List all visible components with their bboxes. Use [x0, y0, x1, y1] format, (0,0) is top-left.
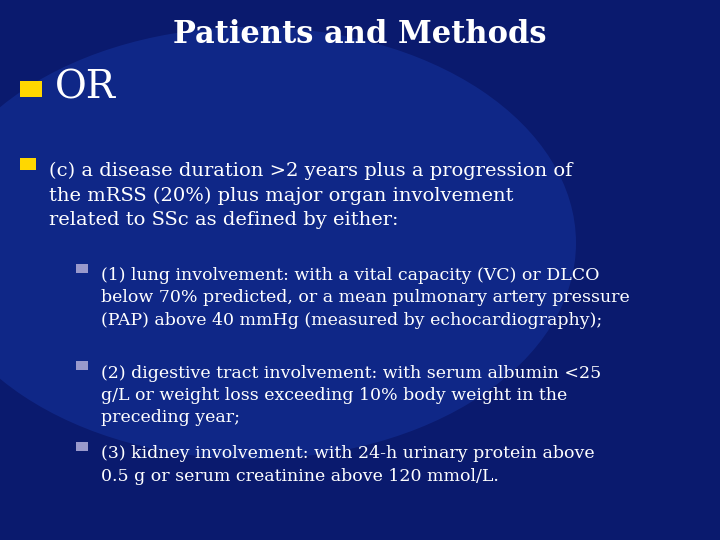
Bar	[76, 442, 88, 451]
Text: (1) lung involvement: with a vital capacity (VC) or DLCO
below 70% predicted, or: (1) lung involvement: with a vital capac…	[101, 267, 629, 329]
Text: (c) a disease duration >2 years plus a progression of
the mRSS (20%) plus major : (c) a disease duration >2 years plus a p…	[49, 162, 572, 229]
Text: (2) digestive tract involvement: with serum albumin <25
g/L or weight loss excee: (2) digestive tract involvement: with se…	[101, 364, 601, 426]
Bar	[76, 264, 88, 273]
Ellipse shape	[0, 27, 576, 459]
Bar	[76, 361, 88, 370]
Text: (3) kidney involvement: with 24-h urinary protein above
0.5 g or serum creatinin: (3) kidney involvement: with 24-h urinar…	[101, 446, 595, 485]
Text: Patients and Methods: Patients and Methods	[174, 19, 546, 50]
Bar	[20, 158, 36, 170]
Bar	[20, 81, 42, 97]
Text: OR: OR	[55, 70, 116, 106]
